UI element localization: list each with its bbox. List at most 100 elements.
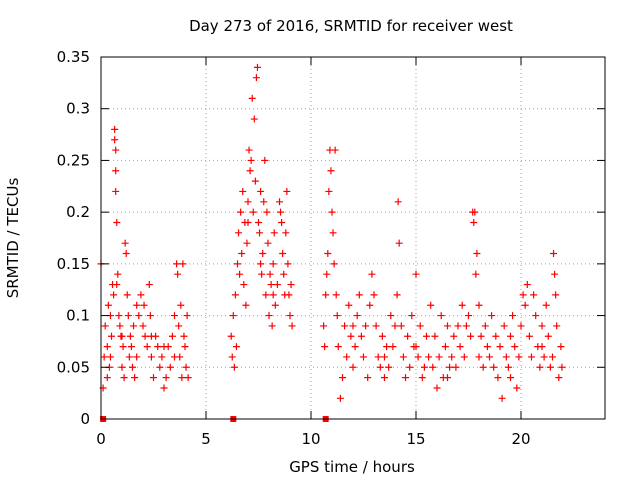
data-point-marker [158, 353, 166, 361]
data-point-marker [402, 374, 409, 382]
data-point-marker [131, 374, 139, 382]
data-point-marker [552, 291, 560, 299]
data-point-marker [103, 343, 111, 351]
data-point-marker [113, 218, 121, 226]
data-point-marker [360, 353, 367, 361]
data-point-marker [238, 250, 246, 258]
y-tick-label: 0.35 [57, 48, 90, 66]
data-point-marker [470, 218, 478, 226]
data-point-marker [133, 353, 141, 361]
data-point-marker [244, 218, 252, 226]
data-point-marker [114, 270, 122, 278]
data-point-marker [481, 322, 489, 330]
data-point-marker [108, 332, 115, 340]
data-point-marker [236, 270, 244, 278]
data-point-marker [257, 187, 265, 195]
data-point-marker [477, 332, 485, 340]
data-point-marker [120, 374, 128, 382]
data-point-marker [227, 332, 235, 340]
data-point-marker [141, 332, 149, 340]
data-point-marker [162, 374, 170, 382]
data-point-marker [168, 332, 176, 340]
data-point-marker [427, 301, 435, 309]
data-point-marker [139, 322, 147, 330]
x-tick-label: 20 [511, 430, 530, 448]
data-point-marker [251, 177, 259, 185]
data-point-marker [444, 374, 451, 382]
data-point-marker [389, 343, 397, 351]
data-point-marker [228, 353, 236, 361]
data-point-marker [351, 343, 359, 351]
data-point-marker [283, 187, 291, 195]
data-point-marker [229, 312, 237, 320]
data-point-marker [473, 250, 481, 258]
data-point-marker [253, 63, 261, 71]
data-point-marker [437, 312, 445, 320]
data-point-marker [243, 239, 251, 247]
data-point-marker [483, 343, 491, 351]
data-point-marker [349, 363, 357, 371]
data-point-marker [122, 250, 130, 258]
data-point-marker [177, 301, 185, 309]
data-point-marker [364, 374, 372, 382]
data-point-marker [321, 343, 329, 351]
data-point-marker [472, 270, 480, 278]
data-point-marker [496, 343, 504, 351]
data-point-marker [250, 115, 258, 123]
y-tick-label: 0.15 [57, 255, 90, 273]
data-point-marker [279, 250, 287, 258]
data-point-marker [118, 363, 126, 371]
data-point-marker [263, 208, 271, 216]
data-point-marker [486, 353, 493, 361]
data-point-marker [558, 363, 566, 371]
data-point-marker [345, 301, 353, 309]
data-point-marker [399, 353, 407, 361]
data-point-marker [357, 332, 365, 340]
data-point-marker [341, 322, 349, 330]
data-point-marker [397, 322, 405, 330]
data-point-marker [269, 260, 277, 268]
data-point-marker [230, 363, 238, 371]
data-point-marker [515, 353, 523, 361]
data-point-marker [549, 353, 556, 361]
data-point-marker [393, 291, 401, 299]
data-point-marker [140, 301, 148, 309]
data-point-marker [180, 332, 188, 340]
data-point-marker [366, 301, 374, 309]
data-point-marker [276, 198, 283, 206]
data-point-marker [237, 208, 245, 216]
data-point-marker [245, 146, 253, 154]
data-point-marker [239, 187, 247, 195]
data-point-marker [429, 363, 437, 371]
data-point-marker [137, 291, 145, 299]
data-point-marker [166, 363, 174, 371]
data-point-marker [394, 198, 402, 206]
data-point-marker [456, 343, 464, 351]
data-point-marker [454, 322, 462, 330]
data-point-marker [540, 353, 548, 361]
data-point-marker [507, 374, 514, 382]
data-point-marker [235, 229, 243, 237]
data-point-marker [160, 343, 168, 351]
data-point-marker [416, 322, 424, 330]
data-point-marker [387, 312, 395, 320]
data-point-marker [175, 322, 183, 330]
data-point-marker [471, 208, 479, 216]
data-point-marker [378, 332, 386, 340]
data-point-marker [260, 198, 268, 206]
data-point-marker [247, 156, 255, 164]
data-point-marker [288, 322, 296, 330]
data-point-marker [123, 291, 131, 299]
data-point-marker [333, 312, 341, 320]
data-point-marker [488, 312, 496, 320]
data-point-marker [336, 394, 344, 402]
data-point-marker [127, 343, 135, 351]
data-point-marker [116, 322, 124, 330]
data-point-marker [179, 260, 187, 268]
data-point-marker [362, 322, 370, 330]
data-point-marker [248, 94, 256, 102]
data-point-marker [280, 270, 288, 278]
data-point-marker [332, 291, 340, 299]
data-point-marker [112, 146, 120, 154]
y-tick-label: 0.2 [66, 203, 90, 221]
